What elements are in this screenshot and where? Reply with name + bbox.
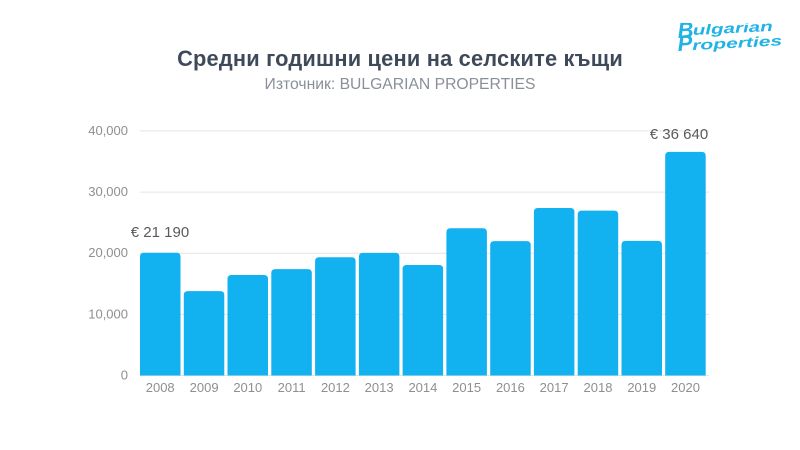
svg-text:40,000: 40,000: [88, 123, 128, 138]
svg-text:2009: 2009: [190, 380, 219, 395]
svg-text:€ 21 190: € 21 190: [131, 224, 189, 241]
svg-text:2013: 2013: [365, 380, 394, 395]
svg-text:2015: 2015: [452, 380, 481, 395]
svg-text:2014: 2014: [408, 380, 437, 395]
svg-text:€ 36 640: € 36 640: [650, 126, 708, 143]
svg-text:10,000: 10,000: [88, 306, 128, 321]
svg-text:2010: 2010: [233, 380, 262, 395]
svg-text:2012: 2012: [321, 380, 350, 395]
svg-text:2016: 2016: [496, 380, 525, 395]
svg-text:2011: 2011: [278, 380, 306, 395]
svg-text:20,000: 20,000: [88, 245, 128, 260]
svg-text:2020: 2020: [671, 380, 700, 395]
svg-text:0: 0: [121, 368, 128, 383]
svg-text:2018: 2018: [584, 380, 613, 395]
svg-text:2019: 2019: [627, 380, 656, 395]
svg-text:2017: 2017: [540, 380, 569, 395]
svg-text:2008: 2008: [146, 380, 175, 395]
svg-text:30,000: 30,000: [88, 184, 128, 199]
